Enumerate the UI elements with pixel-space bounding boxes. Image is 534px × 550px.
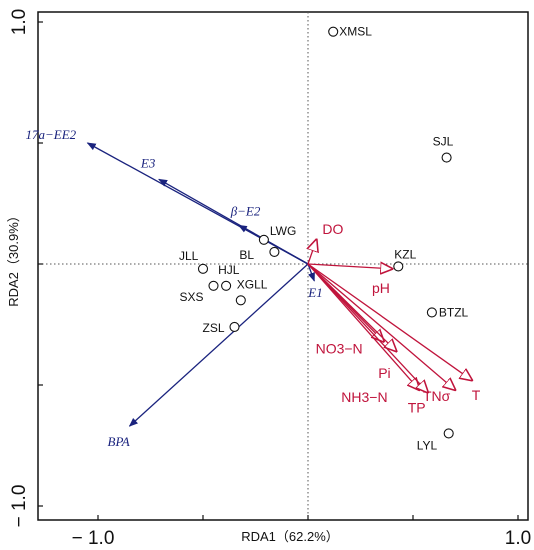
environment-vector — [307, 264, 392, 269]
site-point — [235, 295, 246, 306]
environment-vector-label: pH — [372, 280, 390, 296]
site-point — [229, 321, 240, 332]
hormone-vector — [307, 263, 315, 282]
site-point — [258, 234, 269, 245]
site-point-label: HJL — [218, 263, 240, 277]
site-point — [441, 152, 452, 163]
environment-vector — [308, 240, 316, 265]
x-tick-label: − 1.0 — [72, 528, 115, 549]
site-point-label: SXS — [180, 290, 204, 304]
x-axis-title: RDA1（62.2%） — [241, 529, 339, 544]
environment-vector-label: T — [472, 387, 481, 403]
site-point-label: BL — [239, 248, 254, 262]
hormone-vector-label: E1 — [307, 285, 322, 300]
site-point — [269, 246, 280, 257]
environment-vector-label: TNσ — [423, 388, 451, 404]
y-axis-title: RDA2（30.9%） — [6, 209, 21, 307]
site-point-label: XMSL — [339, 25, 372, 39]
site-point-label: ZSL — [203, 321, 225, 335]
site-point-label: JLL — [179, 249, 199, 263]
x-tick-label: 1.0 — [505, 528, 531, 549]
site-point — [426, 307, 437, 318]
environment-vector — [307, 263, 396, 351]
environment-vector — [307, 263, 472, 380]
site-point — [393, 261, 404, 272]
site-point-label: BTZL — [439, 305, 469, 319]
hormone-vector — [237, 224, 309, 265]
environment-vector-label: NH3−N — [341, 389, 387, 405]
site-point — [208, 280, 219, 291]
site-point — [197, 263, 209, 274]
environment-vector — [307, 263, 455, 390]
site-point-label: KZL — [394, 247, 416, 261]
environment-vector — [307, 263, 419, 390]
site-point — [221, 280, 232, 291]
site-point — [443, 428, 454, 439]
site-point-label: SJL — [433, 135, 454, 149]
hormone-vector-label: BPA — [108, 434, 130, 449]
y-tick-label: − 1.0 — [9, 485, 30, 528]
site-point-label: XGLL — [237, 277, 268, 291]
hormone-vector-label: β−E2 — [230, 203, 261, 218]
y-tick-label: 1.0 — [9, 9, 30, 35]
hormone-vector — [128, 263, 309, 427]
plot-frame — [37, 11, 529, 521]
environment-vector-label: NO3−N — [316, 340, 363, 356]
environment-vector-label: Pi — [378, 365, 390, 381]
environment-vector-label: DO — [322, 221, 343, 237]
site-point — [328, 26, 339, 37]
site-point-label: LWG — [270, 224, 296, 238]
hormone-vector-label: 17a−EE2 — [26, 127, 77, 142]
hormone-vector-label: E3 — [140, 155, 156, 170]
environment-vector — [307, 263, 428, 392]
environment-vector-label: TP — [408, 399, 426, 415]
site-point-label: LYL — [417, 438, 438, 452]
